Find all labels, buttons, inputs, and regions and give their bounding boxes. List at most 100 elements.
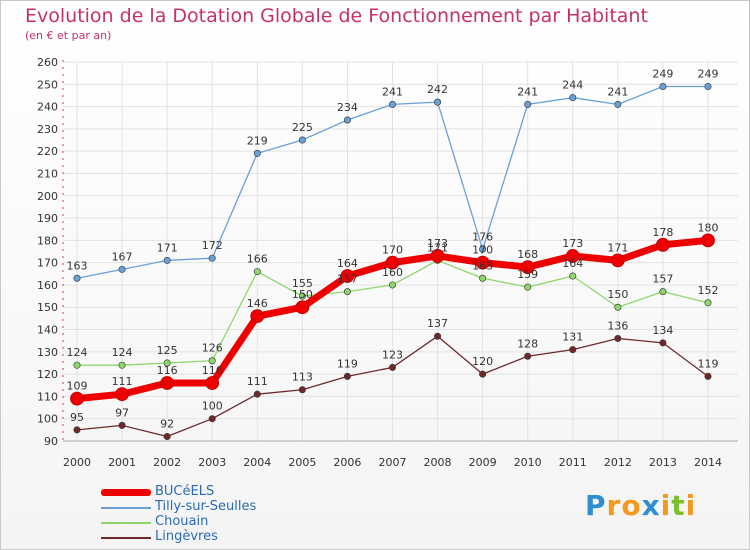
- data-point: [524, 283, 532, 291]
- data-label: 170: [472, 244, 493, 257]
- chart-title: Evolution de la Dotation Globale de Fonc…: [25, 5, 648, 27]
- data-point: [704, 299, 712, 307]
- data-point: [298, 292, 306, 300]
- data-point: [115, 387, 129, 402]
- y-tick-label: 110: [37, 390, 58, 403]
- y-tick-label: 170: [37, 257, 58, 270]
- data-label: 244: [562, 79, 583, 92]
- data-label: 150: [607, 288, 628, 301]
- legend-item-buceels[interactable]: BUCéELS: [101, 484, 361, 500]
- data-label: 159: [517, 268, 538, 281]
- data-point: [388, 363, 396, 371]
- data-label: 164: [337, 257, 358, 270]
- data-label: 241: [382, 85, 403, 98]
- data-label: 137: [427, 317, 448, 330]
- legend-swatch-buceels: [101, 489, 151, 496]
- x-tick-label: 2009: [469, 456, 497, 469]
- data-point: [208, 254, 216, 262]
- data-label: 126: [202, 342, 223, 355]
- data-label: 123: [382, 348, 403, 361]
- data-label: 124: [112, 346, 133, 359]
- y-tick-label: 90: [44, 435, 58, 448]
- data-label: 171: [157, 241, 178, 254]
- x-tick-label: 2002: [153, 456, 181, 469]
- data-label: 171: [607, 241, 628, 254]
- data-label: 163: [472, 259, 493, 272]
- data-point: [118, 265, 126, 273]
- data-point: [565, 249, 580, 263]
- data-point: [73, 361, 81, 369]
- data-label: 157: [337, 273, 358, 286]
- data-label: 173: [562, 237, 583, 250]
- data-label: 131: [562, 331, 583, 344]
- data-label: 155: [292, 277, 313, 290]
- data-label: 125: [157, 344, 178, 357]
- data-point: [569, 346, 577, 354]
- data-point: [295, 300, 310, 315]
- data-label: 173: [427, 237, 448, 250]
- y-tick-label: 140: [37, 324, 58, 337]
- data-label: 241: [517, 85, 538, 98]
- data-point: [343, 372, 351, 380]
- data-label: 116: [157, 364, 178, 377]
- data-point: [388, 281, 396, 289]
- data-point: [250, 309, 265, 324]
- y-tick-label: 180: [37, 234, 58, 247]
- data-point: [208, 415, 216, 423]
- data-point: [388, 100, 396, 108]
- x-tick-label: 2008: [424, 456, 452, 469]
- data-point: [163, 256, 171, 264]
- x-tick-label: 2004: [243, 456, 271, 469]
- x-tick-label: 2007: [378, 456, 406, 469]
- data-label: 241: [607, 85, 628, 98]
- data-label: 109: [67, 380, 88, 393]
- data-label: 167: [112, 250, 133, 263]
- y-tick-label: 250: [37, 78, 58, 91]
- data-point: [614, 334, 622, 342]
- data-point: [520, 260, 535, 275]
- data-point: [253, 268, 261, 276]
- data-label: 111: [247, 375, 268, 388]
- data-point: [73, 426, 81, 434]
- legend-item-chouain[interactable]: Chouain: [101, 514, 361, 530]
- data-label: 97: [115, 406, 129, 419]
- y-tick-label: 200: [37, 190, 58, 203]
- data-label: 116: [202, 364, 223, 377]
- data-point: [701, 233, 715, 248]
- data-label: 134: [652, 324, 673, 337]
- logo-letter: i: [660, 489, 672, 522]
- data-point: [118, 361, 126, 369]
- proxiti-logo: Proxiti: [585, 489, 696, 522]
- data-point: [524, 100, 532, 108]
- x-tick-label: 2011: [559, 456, 587, 469]
- data-label: 234: [337, 101, 358, 114]
- y-tick-label: 130: [37, 346, 58, 359]
- x-tick-label: 2006: [333, 456, 361, 469]
- data-point: [434, 98, 442, 106]
- logo-letter: r: [606, 489, 622, 522]
- legend-label-lingevres: Lingèvres: [155, 529, 218, 544]
- data-label: 128: [517, 337, 538, 350]
- legend-item-lingevres[interactable]: Lingèvres: [101, 529, 361, 545]
- data-label: 92: [160, 418, 174, 431]
- data-label: 119: [337, 357, 358, 370]
- data-label: 120: [472, 355, 493, 368]
- data-point: [385, 255, 400, 270]
- series-ling-vres: [73, 332, 712, 441]
- data-point: [479, 245, 487, 253]
- y-tick-label: 260: [37, 56, 58, 69]
- data-label: 111: [112, 375, 133, 388]
- legend-item-tilly[interactable]: Tilly-sur-Seulles: [101, 499, 361, 515]
- data-point: [524, 352, 532, 360]
- data-label: 219: [247, 134, 268, 147]
- data-point: [614, 100, 622, 108]
- data-label: 160: [382, 266, 403, 279]
- logo-letter: x: [641, 489, 661, 522]
- data-point: [430, 249, 445, 263]
- data-label: 136: [607, 319, 628, 332]
- data-point: [205, 376, 220, 390]
- x-tick-label: 2013: [649, 456, 677, 469]
- x-tick-label: 2000: [63, 456, 91, 469]
- data-label: 168: [517, 248, 538, 261]
- data-label: 171: [427, 241, 448, 254]
